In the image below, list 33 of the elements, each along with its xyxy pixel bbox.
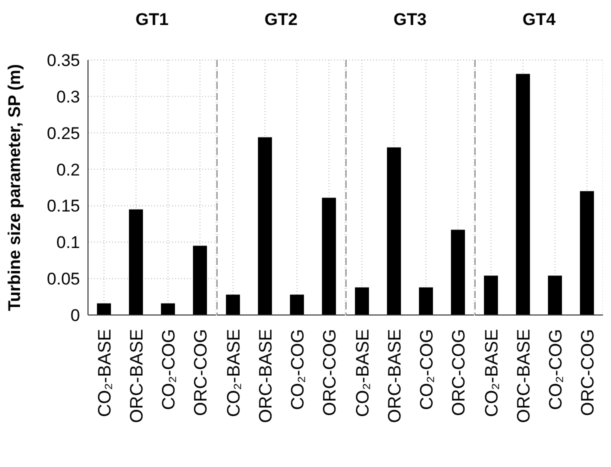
chart-title: GT1 (134, 9, 170, 31)
y-tick-label: 0.3 (56, 87, 80, 106)
x-tick-label: ORC-COG (448, 329, 468, 416)
x-tick-label: CO₂-COG (158, 329, 178, 410)
x-tick-label: CO₂-COG (416, 329, 436, 410)
x-tick-label: CO₂-BASE (223, 329, 244, 418)
y-tick-label: 0.35 (46, 51, 80, 70)
x-tick-label: CO₂-BASE (94, 329, 114, 418)
bar (96, 303, 111, 315)
bar (192, 246, 207, 315)
y-tick-label: 0 (70, 306, 80, 326)
y-tick-label: 0.15 (46, 196, 80, 216)
chart-title: GT2 (263, 9, 299, 31)
x-tick-label: ORC-BASE (255, 329, 276, 424)
x-tick-label: ORC-BASE (126, 329, 146, 424)
x-tick-label: ORC-BASE (513, 329, 534, 424)
y-tick-label: 0.05 (46, 270, 80, 289)
bar (160, 303, 175, 315)
x-tick-label: CO₂-COG (287, 329, 308, 410)
y-tick-label: 0.1 (56, 233, 80, 252)
x-tick-label: CO₂-BASE (352, 329, 372, 418)
x-tick-label: ORC-BASE (384, 329, 404, 424)
x-tick-label: ORC-COG (319, 329, 340, 416)
x-tick-label: ORC-COG (577, 329, 598, 416)
x-tick-label: CO₂-COG (545, 329, 566, 410)
chart-title: GT4 (521, 9, 557, 31)
x-tick-label: CO₂-BASE (481, 329, 502, 418)
y-axis-title: Turbine size parameter, SP (m) (5, 64, 24, 311)
x-tick-label: ORC-COG (190, 329, 210, 416)
chart-title: GT3 (392, 9, 428, 31)
y-tick-label: 0.2 (56, 160, 80, 180)
bar (128, 209, 143, 315)
y-tick-label: 0.25 (46, 124, 80, 143)
